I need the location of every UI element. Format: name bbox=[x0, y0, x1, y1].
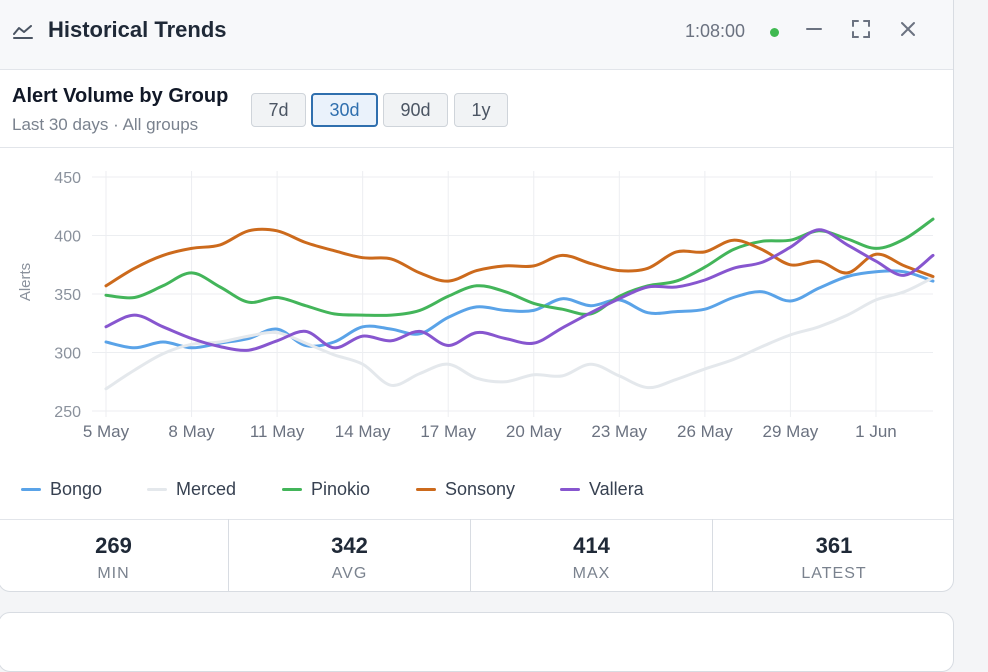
legend-swatch bbox=[147, 488, 167, 491]
stat-value: 342 bbox=[331, 533, 368, 558]
x-tick-label: 20 May bbox=[506, 422, 562, 441]
legend-label: Vallera bbox=[589, 479, 644, 499]
historical-trends-panel: Historical Trends 1:08:00 Alert Vol bbox=[0, 0, 954, 592]
close-icon bbox=[900, 21, 916, 42]
x-tick-label: 23 May bbox=[591, 422, 647, 441]
legend-label: Pinokio bbox=[311, 479, 371, 499]
y-tick-label: 400 bbox=[54, 229, 81, 246]
x-tick-label: 8 May bbox=[168, 422, 215, 441]
y-tick-label: 250 bbox=[54, 404, 81, 421]
stat-max: 414 MAX bbox=[471, 519, 712, 591]
close-button[interactable] bbox=[896, 19, 920, 43]
range-1y-button[interactable]: 1y bbox=[454, 93, 508, 127]
legend-label: Bongo bbox=[50, 479, 103, 499]
x-tick-label: 14 May bbox=[335, 422, 391, 441]
stat-label: MAX bbox=[572, 565, 611, 582]
stats-divider bbox=[0, 519, 953, 520]
legend-swatch bbox=[416, 488, 436, 491]
legend-label: Sonsony bbox=[445, 479, 516, 499]
range-90d-button[interactable]: 90d bbox=[383, 93, 448, 127]
series-line-sonsony bbox=[104, 227, 935, 288]
stat-label: AVG bbox=[331, 565, 368, 582]
status-dot bbox=[770, 28, 779, 37]
stat-value: 414 bbox=[573, 533, 610, 558]
y-tick-label: 300 bbox=[54, 346, 81, 363]
stat-label: LATEST bbox=[801, 565, 867, 582]
stat-avg: 342 AVG bbox=[229, 519, 470, 591]
stat-separator bbox=[228, 519, 229, 591]
next-panel bbox=[0, 612, 954, 672]
x-tick-label: 5 May bbox=[83, 422, 130, 441]
expand-button[interactable] bbox=[849, 19, 873, 43]
legend-item-bongo[interactable]: Bongo bbox=[21, 479, 102, 500]
x-tick-label: 29 May bbox=[763, 422, 819, 441]
legend-item-pinokio[interactable]: Pinokio bbox=[282, 479, 370, 500]
range-30d-button[interactable]: 30d bbox=[311, 93, 378, 127]
expand-icon bbox=[852, 19, 870, 43]
x-tick-label: 1 Jun bbox=[855, 422, 897, 441]
series-line-vallera bbox=[104, 228, 935, 352]
y-tick-label: 450 bbox=[54, 170, 81, 187]
series-line-pinokio bbox=[104, 217, 935, 317]
panel-title: Historical Trends bbox=[48, 17, 227, 42]
minimize-button[interactable] bbox=[802, 19, 826, 43]
legend-item-merced[interactable]: Merced bbox=[147, 479, 236, 500]
stat-value: 269 bbox=[95, 533, 132, 558]
stat-min: 269 MIN bbox=[0, 519, 228, 591]
series-line-bongo bbox=[104, 269, 935, 350]
stats-row: 269 MIN 342 AVG 414 MAX 361 LATEST bbox=[0, 519, 953, 591]
line-chart-icon bbox=[13, 25, 33, 44]
series-line-merced bbox=[104, 276, 935, 391]
y-tick-label: 350 bbox=[54, 287, 81, 304]
legend-label: Merced bbox=[176, 479, 237, 499]
y-axis-label: Alerts bbox=[17, 263, 34, 301]
stat-separator bbox=[712, 519, 713, 591]
legend-swatch bbox=[21, 488, 41, 491]
x-tick-label: 17 May bbox=[420, 422, 476, 441]
x-tick-label: 11 May bbox=[250, 422, 305, 441]
stat-value: 361 bbox=[815, 533, 853, 558]
header-divider bbox=[0, 147, 953, 148]
elapsed-time: 1:08:00 bbox=[685, 21, 746, 41]
legend-item-sonsony[interactable]: Sonsony bbox=[416, 479, 515, 500]
legend-swatch bbox=[282, 488, 302, 491]
chart-caption: Last 30 days · All groups bbox=[12, 115, 199, 134]
x-tick-label: 26 May bbox=[677, 422, 733, 441]
legend-item-vallera[interactable]: Vallera bbox=[560, 479, 644, 500]
panel-titlebar: Historical Trends 1:08:00 bbox=[0, 0, 953, 70]
legend-swatch bbox=[560, 488, 580, 491]
stat-label: MIN bbox=[97, 565, 130, 582]
stat-separator bbox=[470, 519, 471, 591]
stat-latest: 361 LATEST bbox=[713, 519, 953, 591]
range-7d-button[interactable]: 7d bbox=[251, 93, 306, 127]
minimize-icon bbox=[806, 21, 822, 42]
chart-title: Alert Volume by Group bbox=[12, 85, 229, 107]
